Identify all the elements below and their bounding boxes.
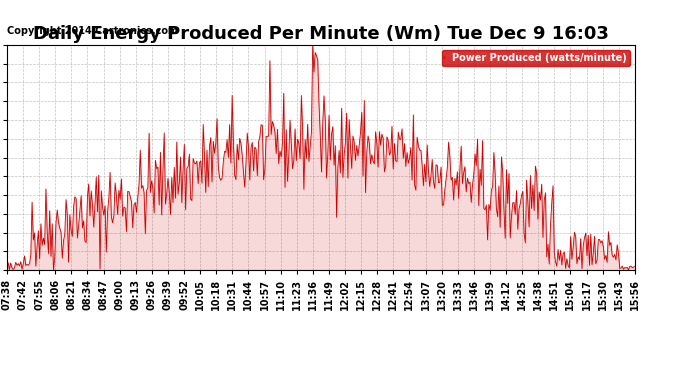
Text: Copyright 2014 Cartronics.com: Copyright 2014 Cartronics.com (7, 26, 178, 36)
Title: Daily Energy Produced Per Minute (Wm) Tue Dec 9 16:03: Daily Energy Produced Per Minute (Wm) Tu… (33, 26, 609, 44)
Legend: Power Produced (watts/minute): Power Produced (watts/minute) (442, 50, 630, 66)
